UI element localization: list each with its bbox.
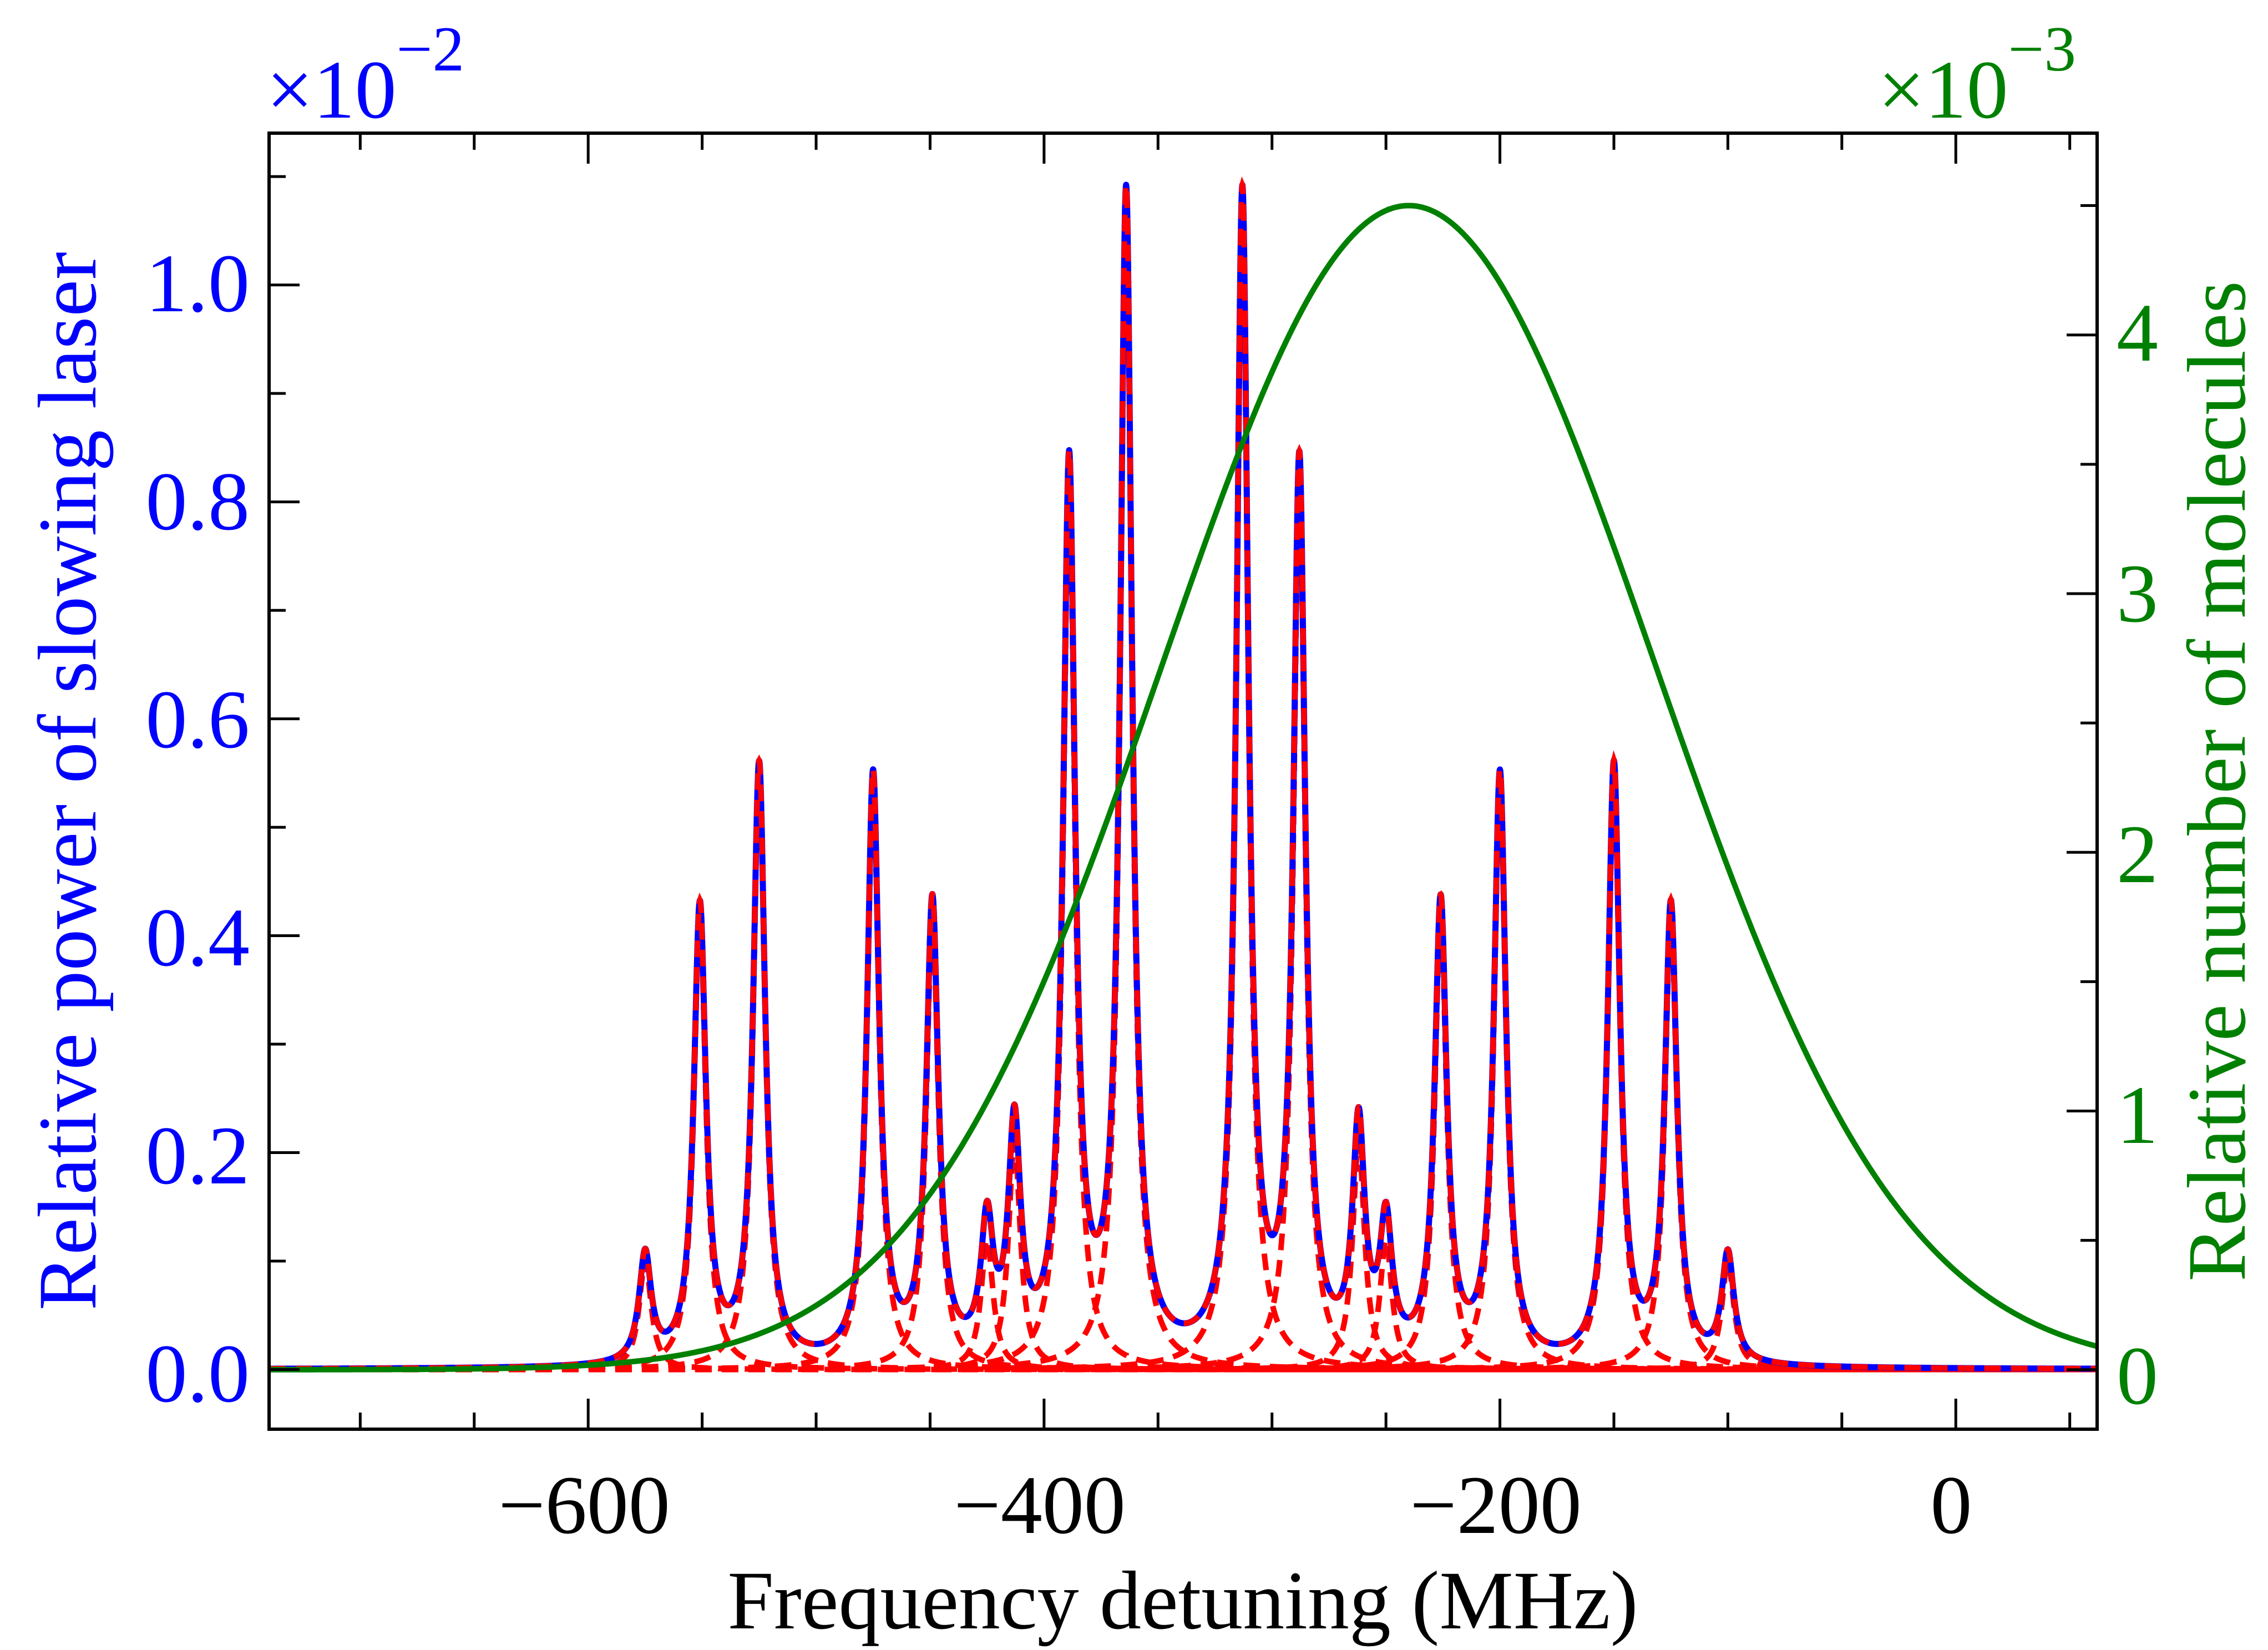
left-multiplier-base: ×10 [266, 44, 397, 136]
right-y-tick-label: 0 [2117, 1330, 2158, 1422]
components-overlay-line [269, 176, 2097, 1371]
left-y-axis-title: Relative power of slowing laser [22, 252, 114, 1310]
right-multiplier-exponent: −3 [2008, 14, 2076, 84]
left-y-tick-label: 0.6 [146, 674, 250, 766]
component-line-18 [269, 1258, 2097, 1373]
curves-layer [269, 176, 2097, 1373]
right-axis-multiplier: ×10−3 [1878, 14, 2076, 136]
plot-frame [267, 131, 2099, 1431]
x-tick-label: −600 [498, 1459, 670, 1551]
x-tick-label: −400 [954, 1459, 1126, 1551]
x-tick-label: 0 [1931, 1459, 1972, 1551]
left-y-tick-label: 0.4 [146, 892, 250, 984]
molecule-distribution-line [269, 203, 2097, 1373]
right-y-tick-label: 2 [2117, 808, 2158, 900]
left-y-tick-label: 1.0 [146, 237, 250, 330]
right-y-tick-label: 1 [2117, 1069, 2158, 1161]
x-tick-label: −200 [1410, 1459, 1582, 1551]
x-axis-title: Frequency detuning (MHz) [727, 1555, 1638, 1647]
left-y-tick-label: 0.0 [146, 1328, 250, 1420]
left-y-tick-label: 0.8 [146, 455, 250, 548]
tick-marks [269, 133, 2097, 1429]
right-y-axis-title: Relative number of molecules [2171, 281, 2263, 1282]
right-multiplier-base: ×10 [1878, 44, 2008, 136]
red-dashed-components [269, 200, 2097, 1373]
right-y-tick-label: 4 [2117, 287, 2158, 379]
left-multiplier-exponent: −2 [397, 14, 464, 84]
right-y-tick-label: 3 [2117, 548, 2158, 640]
left-y-tick-label: 0.2 [146, 1110, 250, 1202]
left-axis-multiplier: ×10−2 [266, 14, 464, 136]
